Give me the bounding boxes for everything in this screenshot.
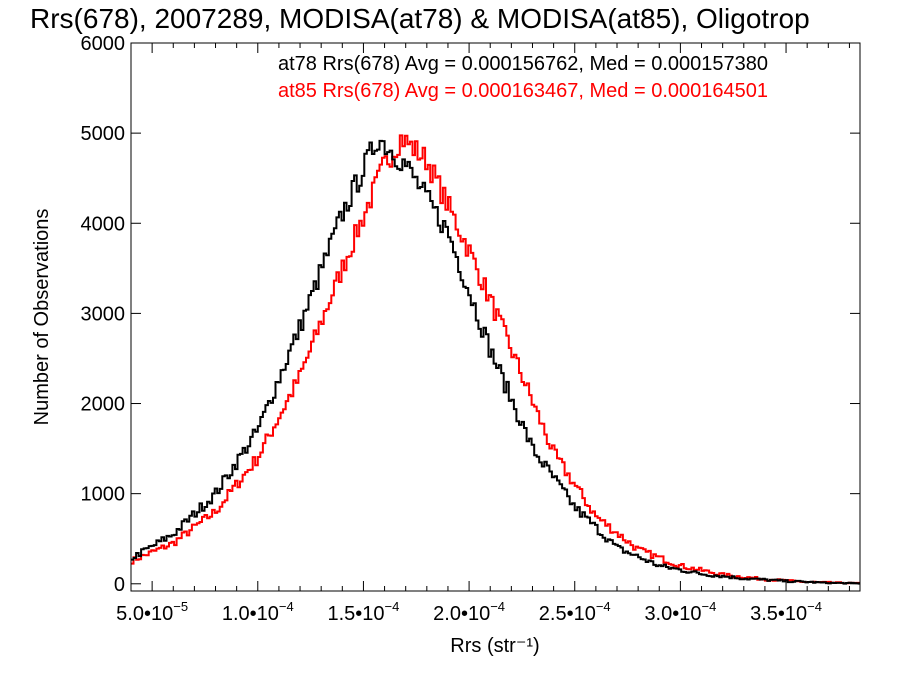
legend-entry-at85: at85 Rrs(678) Avg = 0.000163467, Med = 0… <box>278 80 768 102</box>
y-tick-label: 5000 <box>81 123 126 145</box>
x-tick-label: 2.5•10−4 <box>539 599 611 625</box>
x-axis-label: Rrs (str⁻¹) <box>450 635 539 657</box>
y-tick-label: 0 <box>114 574 125 596</box>
y-tick-label: 1000 <box>81 484 126 506</box>
x-axis: 5.0•10−5 1.0•10−4 1.5•10−4 2.0•10−4 2.5•10−4… <box>116 43 850 625</box>
y-tick-label: 3000 <box>81 303 126 325</box>
y-tick-label: 6000 <box>81 33 126 55</box>
series-at85-line <box>131 134 860 585</box>
y-tick-label: 4000 <box>81 213 126 235</box>
chart-title: Rrs(678), 2007289, MODISA(at78) & MODISA… <box>30 3 810 34</box>
legend-entry-at78: at78 Rrs(678) Avg = 0.000156762, Med = 0… <box>278 53 768 75</box>
y-axis-label: Number of Observations <box>31 209 53 426</box>
series-at78-line <box>131 139 860 585</box>
plot-frame <box>130 42 861 592</box>
x-tick-label: 5.0•10−5 <box>116 599 188 625</box>
x-tick-label: 3.0•10−4 <box>644 599 716 625</box>
x-tick-label: 3.5•10−4 <box>750 599 822 625</box>
series-layer <box>131 134 860 585</box>
x-tick-label: 1.5•10−4 <box>327 599 399 625</box>
y-tick-label: 2000 <box>81 394 126 416</box>
y-axis: 0 1000 2000 3000 4000 5000 6000 <box>81 33 860 596</box>
x-tick-label: 1.0•10−4 <box>222 599 294 625</box>
x-tick-label: 2.0•10−4 <box>433 599 505 625</box>
